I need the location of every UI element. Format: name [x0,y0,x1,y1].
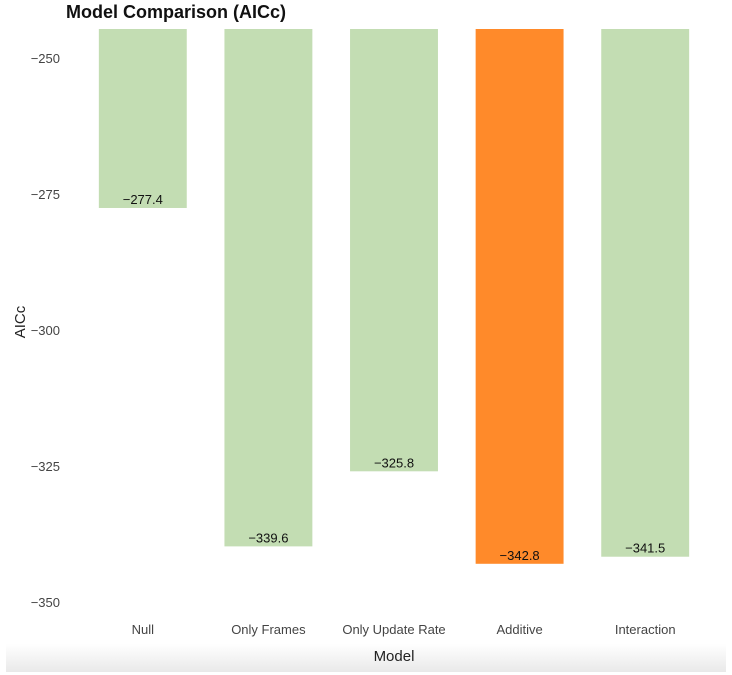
bar-value-label: −325.8 [374,455,414,470]
y-axis-title: AICc [12,305,29,338]
y-tick-label: −250 [31,51,60,66]
y-tick-label: −275 [31,187,60,202]
y-axis: −250 −275 −300 −325 −350 [31,51,60,610]
bars [98,29,690,564]
x-tick-label: Null [132,622,155,637]
x-axis: Null Only Frames Only Update Rate Additive I… [132,622,676,637]
y-tick-label: −350 [31,595,60,610]
y-tick-label: −325 [31,459,60,474]
bar-only-frames [224,29,313,547]
x-tick-label: Interaction [615,622,676,637]
bar-value-label: −339.6 [248,530,288,545]
x-tick-label: Only Frames [231,622,306,637]
bar-value-label: −341.5 [625,541,665,556]
bar-only-update-rate [350,29,438,472]
x-tick-label: Additive [496,622,542,637]
bottom-strip [6,644,726,672]
y-tick-label: −300 [31,323,60,338]
bar-value-label: −342.8 [500,548,540,563]
x-tick-label: Only Update Rate [342,622,445,637]
x-axis-title: Model [374,648,415,665]
chart-title: Model Comparison (AICc) [66,2,286,22]
bar-additive [475,29,564,564]
bar-labels: −277.4 −339.6 −325.8 −342.8 −341.5 [123,192,666,563]
bar-interaction [601,29,690,557]
bar-value-label: −277.4 [123,192,163,207]
bar-null [98,29,187,208]
